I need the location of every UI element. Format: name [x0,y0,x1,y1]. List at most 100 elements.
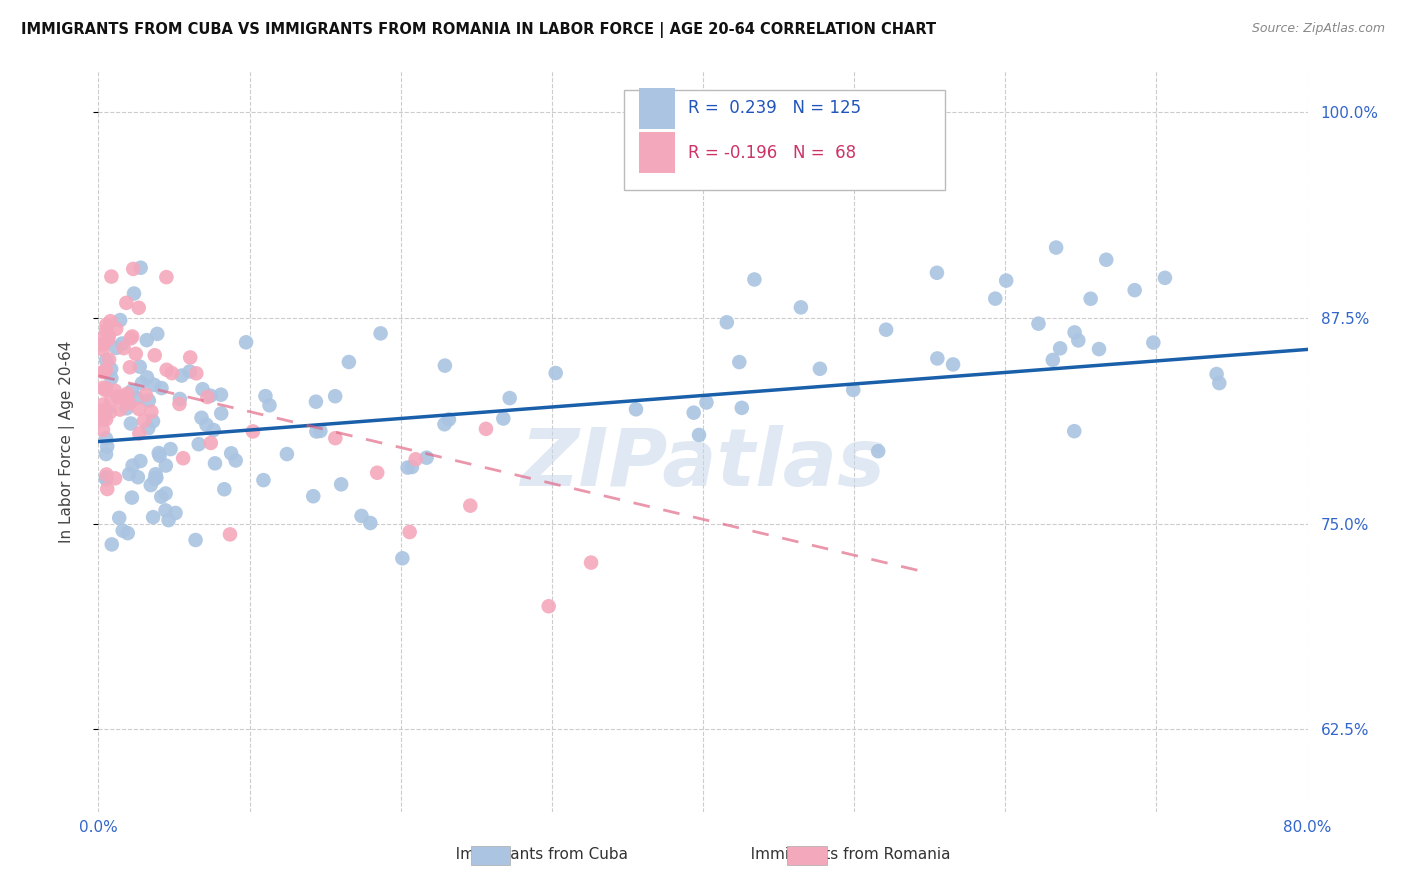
Point [309,424,332,438]
Point [97,329,120,343]
Point [405,452,427,467]
Point [252,473,274,487]
Point [433,417,456,432]
Point [100,314,122,328]
Point [927,351,949,366]
Point [200,436,222,450]
Point [728,355,751,369]
Point [91,404,114,418]
Point [204,456,226,470]
Text: R =  0.239   N = 125: R = 0.239 N = 125 [689,99,862,118]
Point [202,423,225,437]
Point [1088,342,1111,356]
Point [148,446,170,460]
Point [475,422,498,436]
Point [127,470,149,484]
Point [128,401,150,416]
Point [242,425,264,439]
Point [1142,335,1164,350]
Point [139,478,162,492]
Point [94,381,117,395]
Point [142,510,165,524]
Point [91,331,114,345]
Point [544,366,567,380]
Point [195,390,218,404]
Point [190,410,212,425]
Point [1205,367,1227,381]
Point [122,286,145,301]
Point [330,477,353,491]
Point [184,533,207,547]
Point [94,363,117,377]
Text: Immigrants from Romania: Immigrants from Romania [737,847,950,862]
Point [165,506,187,520]
Point [995,274,1018,288]
Point [1063,424,1085,438]
Point [169,397,191,411]
Point [96,440,118,454]
Point [129,260,152,275]
Point [108,402,131,417]
Point [695,395,717,409]
Point [155,458,177,473]
Point [120,417,142,431]
Point [143,348,166,362]
Point [143,377,166,392]
Point [96,482,118,496]
Point [143,472,166,486]
Point [214,482,236,496]
Point [790,301,813,315]
Point [155,486,177,500]
Point [366,466,388,480]
Point [94,353,117,368]
Point [136,421,159,435]
Point [209,387,232,401]
Point [305,425,328,439]
Point [688,428,710,442]
Point [138,393,160,408]
Point [1123,283,1146,297]
Point [1067,334,1090,348]
Point [370,326,392,341]
Point [172,451,194,466]
Point [142,414,165,428]
Point [323,431,346,445]
Point [984,292,1007,306]
Point [579,556,602,570]
Point [94,383,117,397]
Point [1095,252,1118,267]
Text: Source: ZipAtlas.com: Source: ZipAtlas.com [1251,22,1385,36]
Point [121,384,143,398]
Point [91,423,114,437]
Point [415,450,437,465]
Point [129,454,152,468]
Point [359,516,381,530]
Y-axis label: In Labor Force | Age 20-64: In Labor Force | Age 20-64 [59,341,75,542]
Point [91,412,114,426]
Point [458,499,481,513]
Point [111,524,134,538]
Point [132,414,155,428]
Point [716,315,738,329]
Point [337,355,360,369]
Point [121,329,143,343]
Point [112,341,135,355]
Point [225,453,247,467]
Point [254,389,277,403]
Point [136,370,159,384]
Point [731,401,754,415]
Point [100,362,122,376]
Point [94,432,117,446]
Point [94,323,117,337]
Point [91,403,114,417]
Point [100,371,122,385]
Point [1045,241,1067,255]
Point [186,367,208,381]
Point [118,360,141,375]
Point [942,358,965,372]
Point [94,412,117,426]
Point [91,365,114,379]
Point [259,398,281,412]
Point [122,261,145,276]
FancyBboxPatch shape [638,132,675,173]
